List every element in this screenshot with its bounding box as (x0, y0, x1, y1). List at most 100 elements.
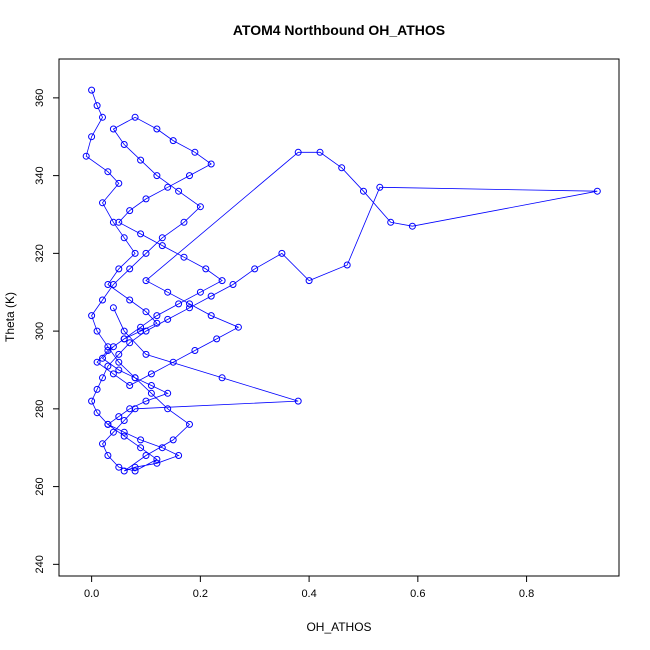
data-point (109, 428, 117, 436)
data-point (109, 218, 117, 226)
data-point (158, 242, 166, 250)
data-point (305, 277, 313, 285)
data-point (115, 413, 123, 421)
data-point (153, 125, 161, 133)
data-point (175, 300, 183, 308)
x-tick-label: 0.8 (519, 588, 534, 600)
y-tick-label: 320 (34, 244, 46, 262)
data-point (169, 436, 177, 444)
data-point (120, 432, 128, 440)
data-point (147, 382, 155, 389)
data-point (93, 358, 101, 366)
data-point (142, 249, 150, 257)
data-point (202, 265, 210, 273)
data-point (147, 370, 155, 378)
x-tick-label: 0.6 (410, 588, 425, 600)
data-point (115, 265, 123, 273)
data-point (142, 452, 150, 459)
data-point (180, 218, 188, 226)
data-point (142, 397, 150, 405)
data-point (158, 234, 166, 242)
data-point (137, 323, 145, 331)
data-point (120, 234, 128, 242)
data-point (207, 292, 215, 300)
data-point (294, 148, 302, 156)
data-point (164, 183, 172, 191)
y-tick-label: 260 (34, 477, 46, 495)
data-point (131, 467, 139, 475)
data-point (142, 350, 150, 358)
y-tick-label: 340 (34, 166, 46, 184)
series-line (85, 89, 598, 472)
data-point (88, 312, 96, 320)
data-point (338, 164, 346, 172)
data-point (153, 172, 161, 180)
data-point (120, 417, 128, 424)
data-point (82, 152, 90, 160)
data-point (196, 288, 204, 296)
data-point (104, 362, 112, 370)
data-point (126, 405, 134, 413)
data-point (93, 409, 101, 417)
data-point (120, 428, 128, 436)
data-point (191, 148, 199, 156)
data-point (207, 312, 215, 320)
x-tick-label: 0.0 (84, 588, 99, 600)
data-point (131, 113, 139, 121)
data-point (593, 187, 601, 195)
data-point (153, 312, 161, 320)
data-point (234, 323, 242, 331)
data-point (142, 195, 150, 203)
data-point (164, 389, 172, 397)
data-point (120, 467, 128, 475)
data-point (180, 253, 188, 261)
data-point (109, 125, 117, 133)
data-point (131, 249, 139, 257)
data-point (147, 389, 155, 397)
data-point (126, 296, 134, 304)
data-point (207, 160, 215, 168)
data-point (109, 281, 117, 288)
data-point (115, 350, 123, 358)
data-point (164, 405, 172, 413)
data-point (142, 327, 150, 335)
data-point (99, 296, 106, 304)
data-point (142, 277, 150, 285)
data-point (142, 308, 150, 316)
y-tick-label: 240 (34, 555, 46, 573)
data-point (175, 187, 183, 195)
data-point (137, 230, 145, 238)
data-point (126, 265, 134, 273)
data-point (191, 347, 199, 354)
data-point (99, 374, 106, 382)
data-point (93, 327, 101, 335)
data-point (137, 444, 145, 452)
data-point (99, 199, 106, 207)
data-point (137, 436, 145, 444)
data-point (104, 343, 112, 351)
data-point (175, 452, 183, 459)
x-tick-label: 0.4 (301, 588, 316, 600)
data-point (131, 463, 139, 471)
data-point (218, 374, 226, 382)
data-point (213, 335, 221, 343)
data-point (126, 382, 134, 389)
data-point (196, 203, 204, 211)
data-point (360, 187, 367, 195)
data-point (109, 304, 117, 312)
data-point (104, 347, 112, 354)
data-point (169, 358, 177, 366)
data-point (251, 265, 259, 273)
data-point (408, 222, 416, 230)
data-point (93, 102, 101, 110)
data-point (88, 133, 96, 141)
y-tick-label: 300 (34, 322, 46, 340)
data-point (104, 420, 112, 428)
y-tick-label: 360 (34, 89, 46, 107)
data-point (131, 405, 139, 413)
data-point (186, 172, 193, 180)
y-axis-label: Theta (K) (3, 292, 17, 342)
data-point (153, 459, 161, 467)
y-tick-label: 280 (34, 400, 46, 418)
data-point (115, 358, 123, 366)
